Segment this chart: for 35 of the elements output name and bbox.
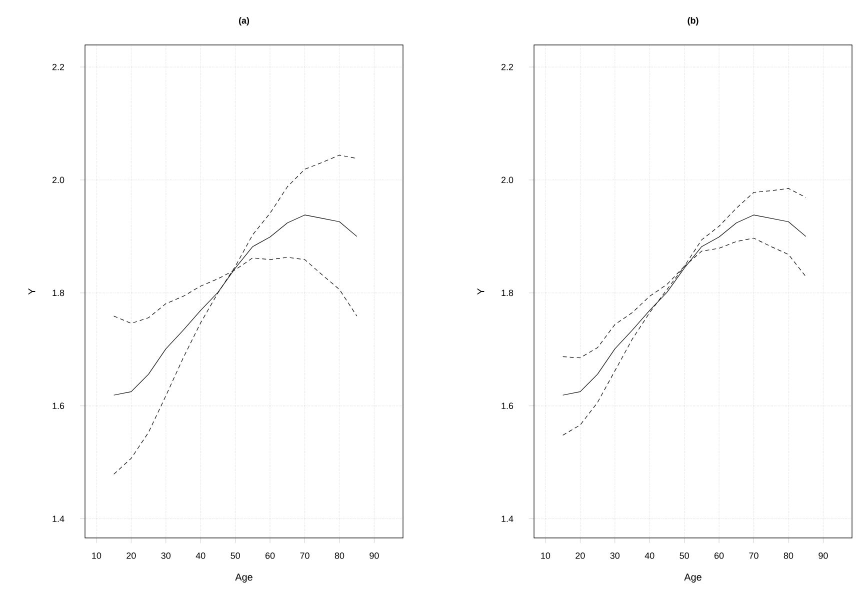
y-tick-label: 1.4 [52,516,64,522]
x-tick-label: 30 [610,552,620,559]
x-tick-label: 10 [92,552,102,559]
y-axis-title: Y [477,288,484,295]
x-tick-label: 40 [196,552,206,559]
x-tick-label: 20 [576,552,585,559]
y-tick-label: 2.2 [501,64,514,70]
x-tick-label: 20 [126,552,136,559]
x-axis-title: Age [684,574,702,583]
y-tick-label: 2.0 [501,176,514,184]
x-tick-label: 60 [266,552,275,559]
x-tick-label: 70 [300,552,310,559]
x-tick-label: 80 [784,552,794,559]
x-tick-label: 50 [230,552,240,559]
chart-title: (a) [238,17,250,26]
y-axis-title: Y [28,288,36,295]
x-tick-label: 90 [370,552,379,559]
y-tick-label: 1.6 [52,402,64,410]
chart-title: (b) [688,17,698,26]
x-tick-label: 10 [541,552,550,559]
x-tick-label: 60 [714,552,724,559]
x-tick-label: 90 [818,552,828,559]
y-tick-label: 1.8 [502,290,514,296]
x-tick-label: 80 [334,552,344,559]
y-tick-label: 1.4 [502,516,514,522]
x-tick-label: 40 [644,552,654,559]
y-tick-label: 2.0 [52,176,64,184]
y-tick-label: 1.8 [52,290,64,296]
x-tick-label: 50 [680,552,689,559]
line-series [114,154,358,474]
x-tick-label: 30 [161,552,171,559]
y-tick-label: 2.2 [52,64,64,70]
x-tick-label: 70 [749,552,758,559]
x-axis-title: Age [235,574,252,583]
y-tick-label: 1.6 [502,402,514,410]
